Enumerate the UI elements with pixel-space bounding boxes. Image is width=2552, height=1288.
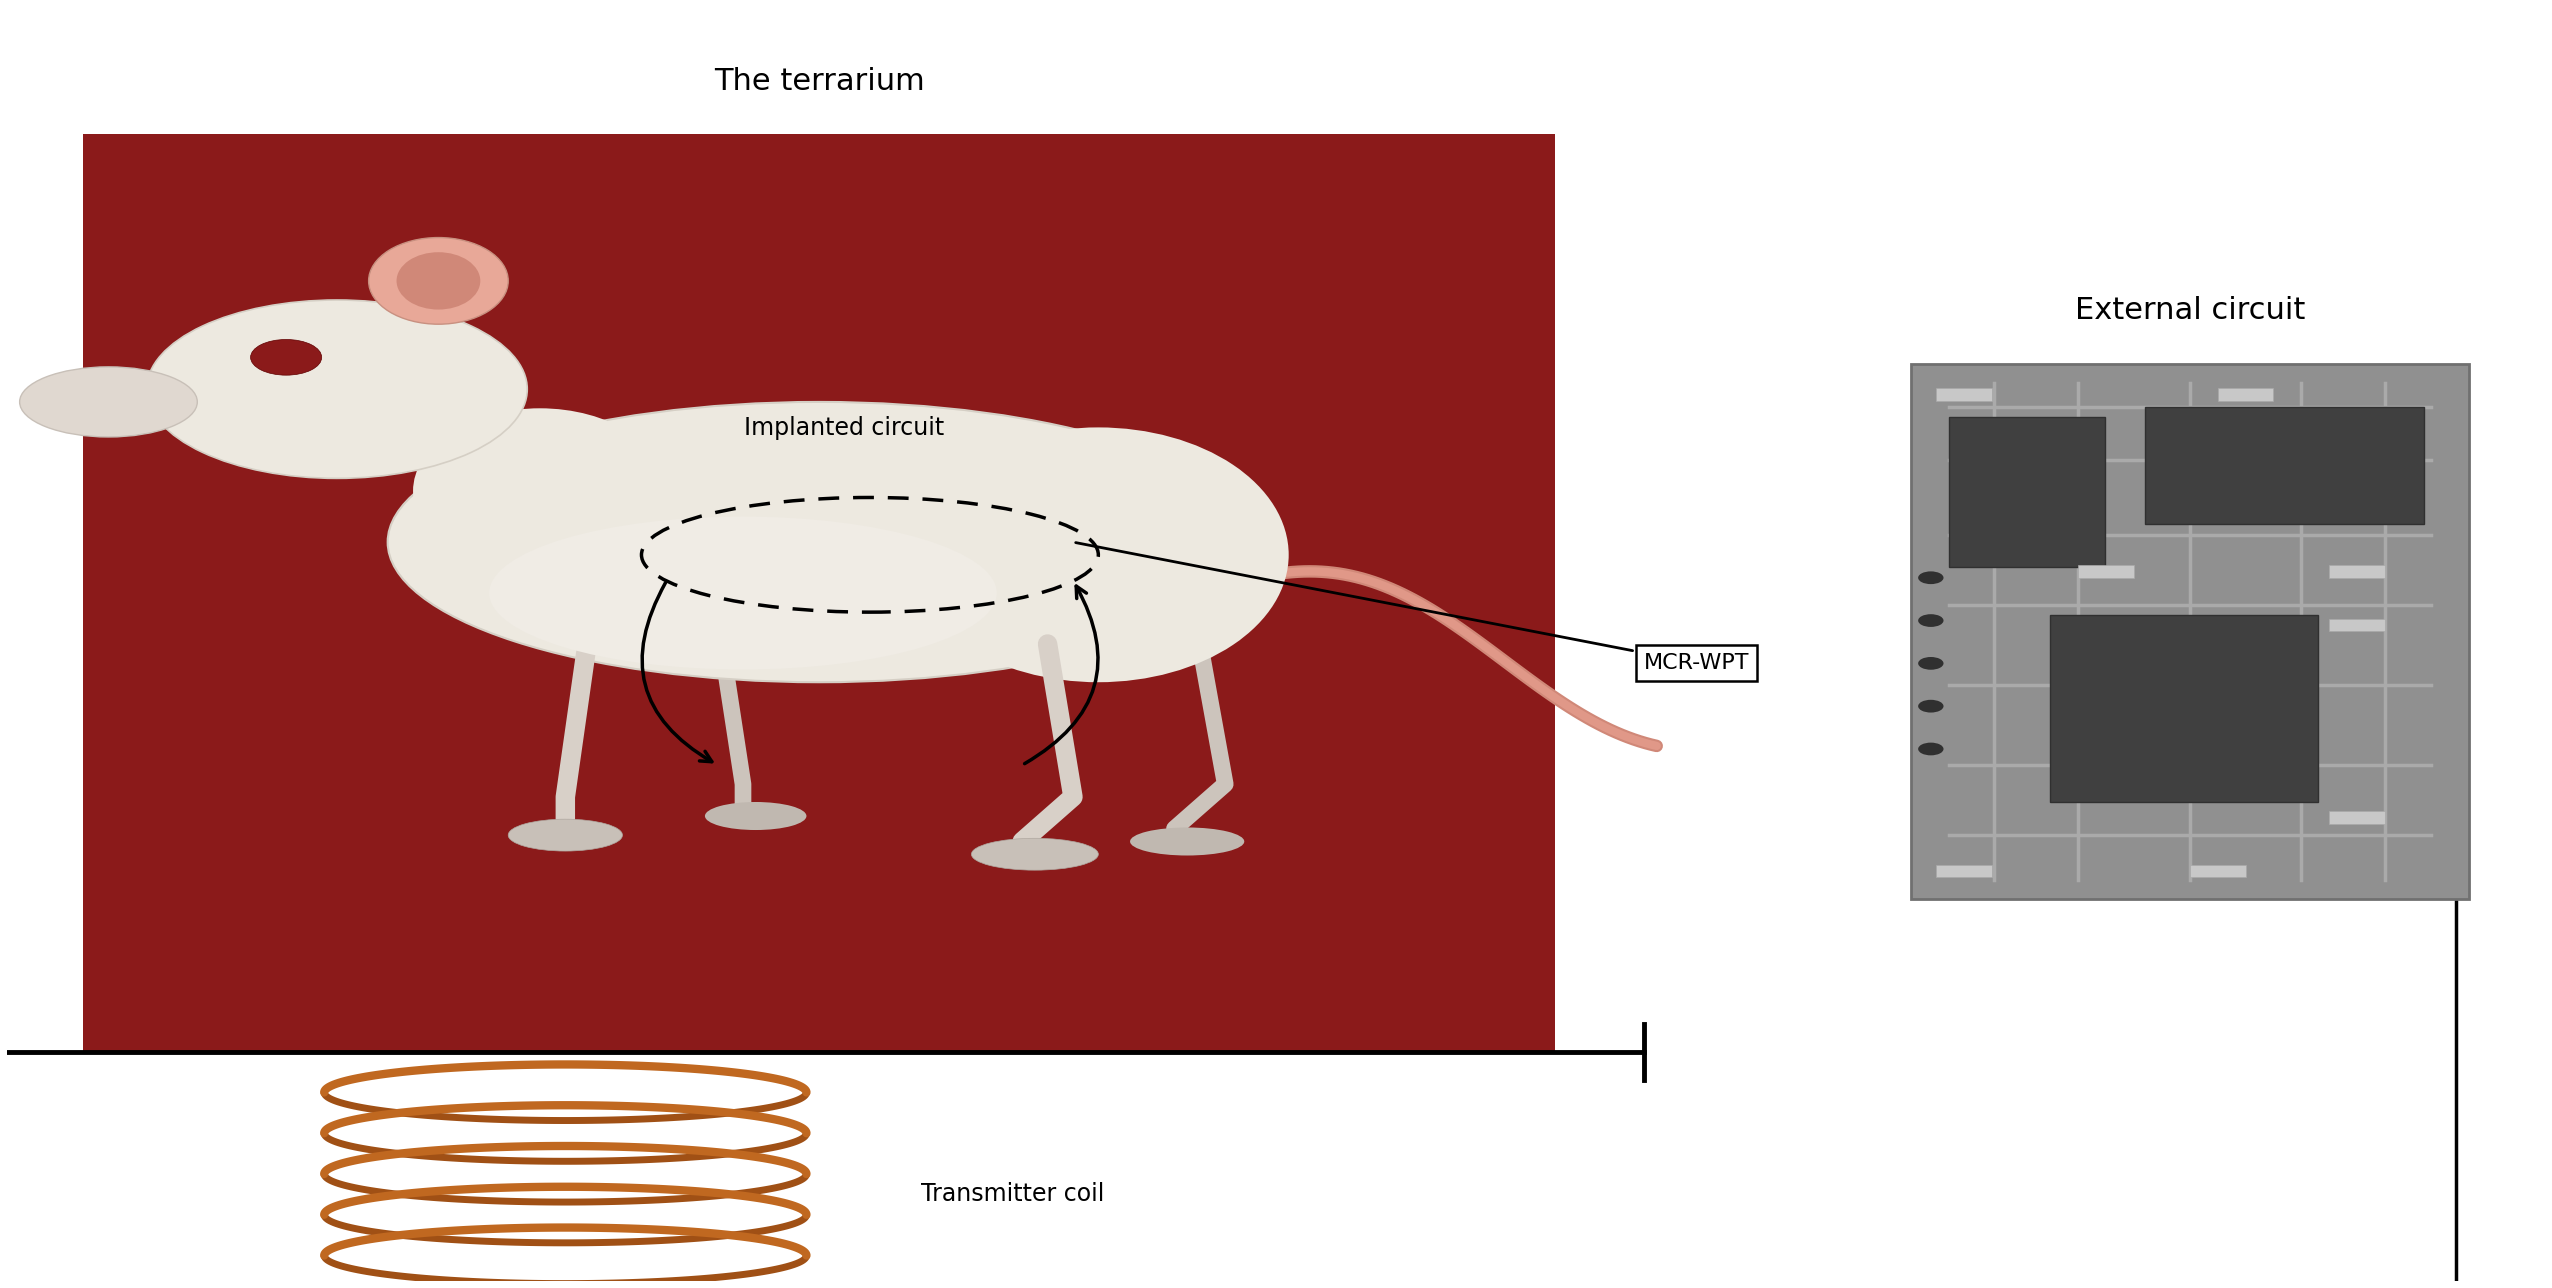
Ellipse shape: [704, 802, 806, 829]
FancyBboxPatch shape: [2077, 565, 2133, 578]
Circle shape: [250, 340, 322, 375]
FancyBboxPatch shape: [2049, 616, 2317, 802]
Circle shape: [1919, 614, 1945, 627]
Text: MCR-WPT: MCR-WPT: [1077, 542, 1751, 674]
Ellipse shape: [145, 300, 528, 478]
FancyBboxPatch shape: [2146, 407, 2424, 524]
FancyArrowPatch shape: [1023, 586, 1097, 764]
FancyBboxPatch shape: [1937, 864, 1991, 877]
FancyArrowPatch shape: [643, 582, 712, 761]
FancyBboxPatch shape: [84, 134, 1554, 1052]
Text: Transmitter coil: Transmitter coil: [921, 1182, 1105, 1207]
FancyBboxPatch shape: [2330, 811, 2386, 824]
FancyBboxPatch shape: [1911, 363, 2468, 899]
Ellipse shape: [490, 516, 998, 670]
FancyBboxPatch shape: [2330, 618, 2386, 631]
Ellipse shape: [909, 428, 1289, 683]
Text: The terrarium: The terrarium: [715, 67, 924, 97]
Circle shape: [1919, 699, 1945, 712]
Ellipse shape: [413, 408, 666, 574]
FancyBboxPatch shape: [2218, 389, 2274, 401]
Ellipse shape: [1131, 827, 1245, 855]
Circle shape: [1919, 743, 1945, 755]
Ellipse shape: [367, 237, 508, 325]
Circle shape: [1919, 572, 1945, 585]
Ellipse shape: [388, 402, 1250, 683]
FancyBboxPatch shape: [1950, 417, 2105, 567]
Ellipse shape: [508, 819, 623, 851]
Text: External circuit: External circuit: [2075, 296, 2304, 326]
Circle shape: [1919, 657, 1945, 670]
Ellipse shape: [20, 367, 197, 437]
Text: Implanted circuit: Implanted circuit: [745, 416, 944, 440]
Ellipse shape: [396, 252, 480, 309]
FancyBboxPatch shape: [2330, 565, 2386, 578]
Ellipse shape: [972, 838, 1097, 871]
FancyBboxPatch shape: [1937, 389, 1991, 401]
FancyBboxPatch shape: [2190, 864, 2246, 877]
